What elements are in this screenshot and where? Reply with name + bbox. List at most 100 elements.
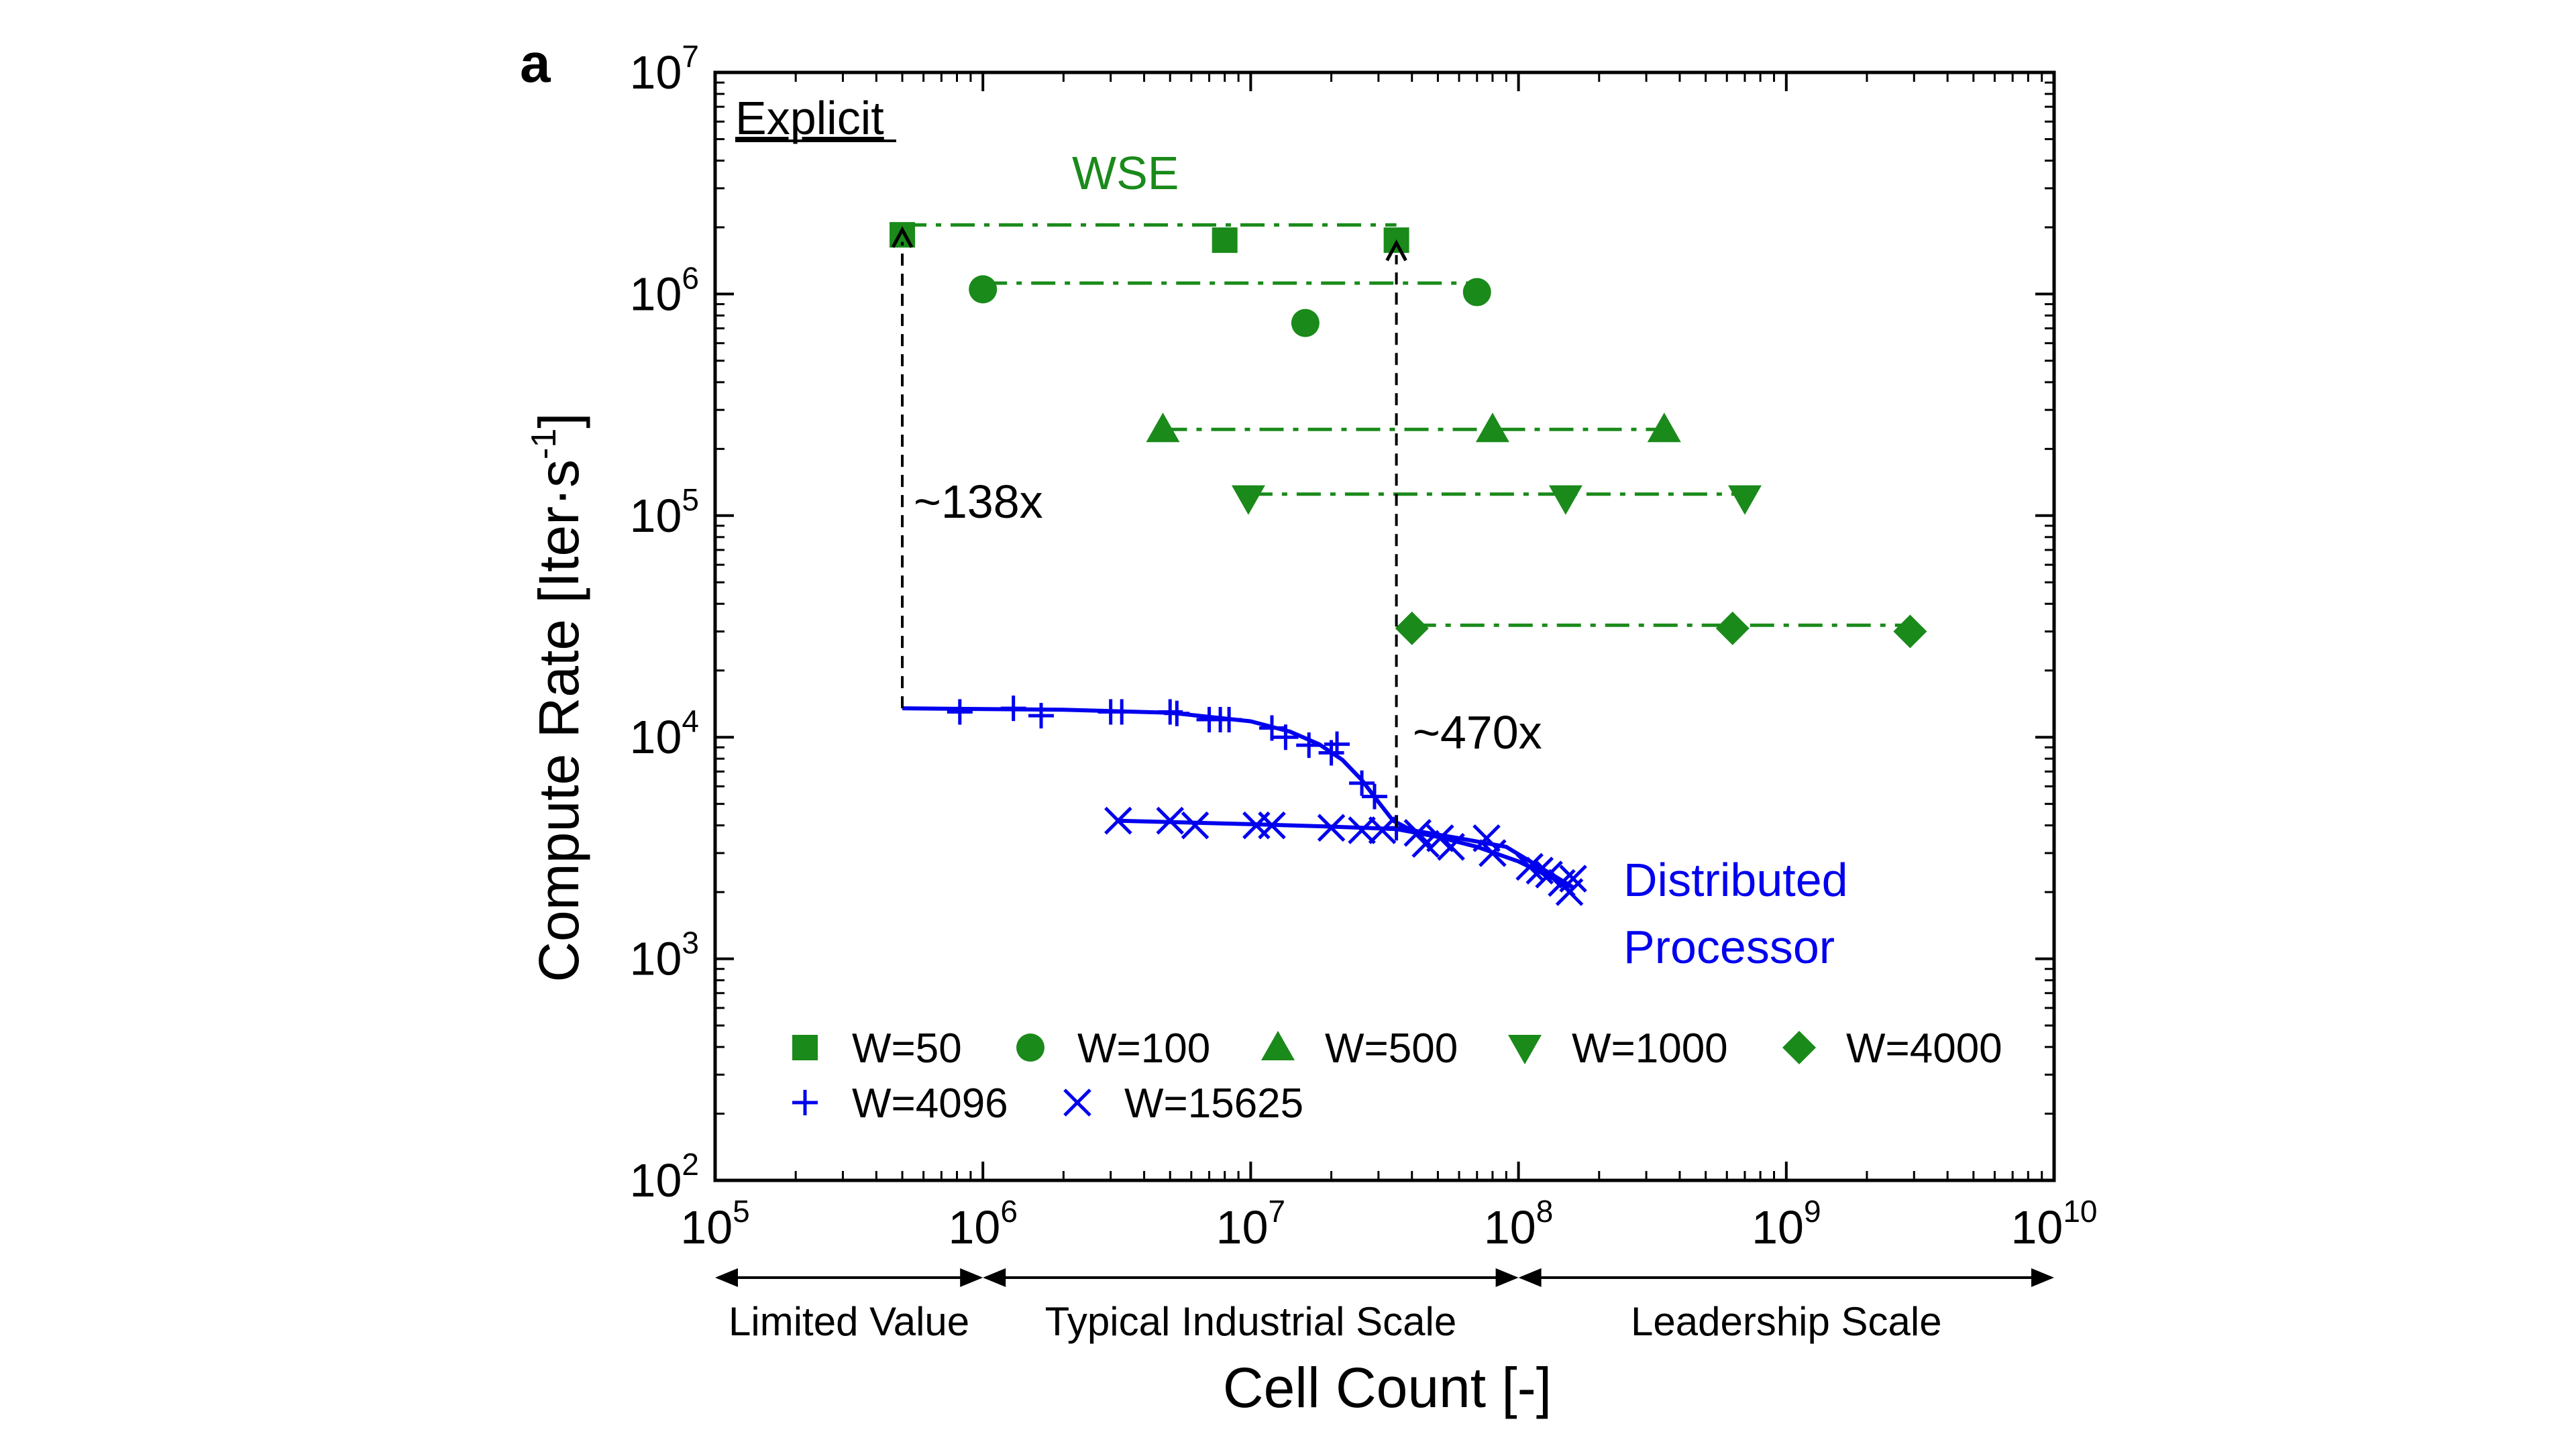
x-tick-label: 105 bbox=[680, 1194, 749, 1253]
legend-swatch bbox=[792, 1035, 818, 1060]
series-w-4096 bbox=[902, 695, 1574, 889]
data-point bbox=[1216, 707, 1242, 733]
scale-range-arrow-left bbox=[1518, 1268, 1542, 1287]
y-tick-exponent: 2 bbox=[682, 1147, 699, 1182]
legend-item-w-500: W=500 bbox=[1261, 1025, 1458, 1072]
x-tick-exponent: 8 bbox=[1536, 1194, 1554, 1229]
annotation-speedup-right: ~470x bbox=[1413, 706, 1542, 759]
legend-label: W=500 bbox=[1325, 1025, 1458, 1072]
y-tick-base: 10 bbox=[630, 1154, 682, 1207]
speedup-arrowhead bbox=[1385, 239, 1407, 262]
legend-label: W=4096 bbox=[852, 1080, 1008, 1127]
y-tick-label: 104 bbox=[630, 704, 699, 763]
series-w-15625 bbox=[1104, 806, 1587, 906]
scale-range-layer: Limited Value Typical Industrial Scale Lea… bbox=[715, 1268, 2054, 1344]
data-point bbox=[1296, 732, 1322, 759]
y-axis-label-end: ] bbox=[527, 412, 590, 428]
legend-item-w-4000: W=4000 bbox=[1782, 1025, 2002, 1072]
x-tick-base: 10 bbox=[1484, 1201, 1536, 1253]
y-tick-exponent: 6 bbox=[682, 260, 699, 295]
data-point bbox=[1395, 611, 1429, 645]
series-w-100 bbox=[969, 275, 1491, 337]
y-tick-label: 107 bbox=[630, 39, 699, 99]
data-point bbox=[1146, 412, 1180, 443]
y-axis-label-main: Compute Rate [Iter·s bbox=[527, 459, 590, 983]
scale-range-arrow-left bbox=[983, 1268, 1006, 1287]
legend-item-w-15625: W=15625 bbox=[1063, 1080, 1303, 1127]
data-point bbox=[1104, 806, 1132, 835]
x-axis-label: Cell Count [-] bbox=[1223, 1356, 1552, 1419]
y-tick-exponent: 5 bbox=[682, 482, 699, 517]
data-point bbox=[1259, 715, 1285, 741]
data-point bbox=[1212, 227, 1238, 254]
data-point bbox=[1559, 864, 1587, 893]
x-tick-label: 1010 bbox=[2010, 1194, 2097, 1253]
data-point bbox=[1437, 832, 1465, 861]
x-tick-exponent: 7 bbox=[1269, 1194, 1286, 1229]
y-tick-exponent: 4 bbox=[682, 704, 699, 738]
data-point bbox=[1109, 699, 1135, 725]
legend-swatch bbox=[792, 1090, 818, 1115]
data-point bbox=[1258, 811, 1286, 840]
scale-range-label: Leadership Scale bbox=[1631, 1299, 1942, 1344]
y-axis-label: Compute Rate [Iter·s-1] bbox=[525, 412, 590, 982]
data-point bbox=[1361, 783, 1387, 809]
y-tick-exponent: 7 bbox=[682, 39, 699, 74]
panel-label: a bbox=[520, 33, 551, 94]
data-point bbox=[1893, 614, 1927, 649]
y-tick-base: 10 bbox=[630, 490, 682, 542]
x-tick-base: 10 bbox=[1752, 1201, 1804, 1253]
legend: W=50 W=100 W=500 W=1000 W=4000 W=4096 W=15625 bbox=[792, 1025, 2002, 1127]
data-point bbox=[1273, 724, 1299, 750]
data-point bbox=[1156, 806, 1184, 835]
series-w-500 bbox=[1146, 412, 1681, 443]
scale-range-label: Limited Value bbox=[729, 1299, 969, 1344]
annotation-explicit: Explicit bbox=[735, 92, 884, 144]
y-axis-label-sup: -1 bbox=[525, 429, 564, 459]
x-tick-exponent: 10 bbox=[2063, 1194, 2097, 1229]
data-point bbox=[1479, 839, 1507, 867]
y-tick-label: 103 bbox=[630, 926, 699, 985]
y-tick-base: 10 bbox=[630, 268, 682, 320]
data-point bbox=[1462, 278, 1491, 306]
x-tick-label: 106 bbox=[948, 1194, 1017, 1253]
scale-range-arrow-right bbox=[960, 1268, 983, 1287]
data-point bbox=[1515, 852, 1544, 881]
data-point bbox=[1525, 856, 1554, 885]
legend-item-w-50: W=50 bbox=[792, 1025, 962, 1072]
legend-label: W=15625 bbox=[1124, 1080, 1303, 1127]
y-tick-label: 106 bbox=[630, 260, 699, 320]
y-tick-exponent: 3 bbox=[682, 926, 699, 960]
y-tick-base: 10 bbox=[630, 933, 682, 985]
x-tick-label: 108 bbox=[1484, 1194, 1553, 1253]
data-point bbox=[1324, 731, 1350, 757]
data-point bbox=[1715, 611, 1750, 645]
legend-swatch bbox=[1508, 1035, 1542, 1064]
y-tick-base: 10 bbox=[630, 711, 682, 763]
annotation-layer bbox=[891, 226, 1407, 828]
legend-label: W=1000 bbox=[1572, 1025, 1728, 1072]
x-tick-exponent: 9 bbox=[1804, 1194, 1821, 1229]
data-point bbox=[1647, 412, 1681, 443]
data-point bbox=[1291, 309, 1320, 337]
x-tick-label: 109 bbox=[1752, 1194, 1821, 1253]
plot-frame bbox=[713, 70, 2056, 1182]
data-point bbox=[969, 275, 998, 304]
legend-item-w-4096: W=4096 bbox=[792, 1080, 1008, 1127]
x-tick-base: 10 bbox=[680, 1201, 733, 1253]
scale-range-label: Typical Industrial Scale bbox=[1045, 1299, 1457, 1344]
scale-range-arrow-right bbox=[1495, 1268, 1519, 1287]
speedup-arrowhead bbox=[891, 226, 914, 248]
data-point bbox=[1535, 860, 1563, 889]
data-point bbox=[1000, 695, 1026, 722]
legend-item-w-100: W=100 bbox=[1016, 1025, 1210, 1072]
x-tick-label: 107 bbox=[1216, 1194, 1285, 1253]
legend-swatch bbox=[1261, 1031, 1295, 1060]
data-point bbox=[1317, 814, 1346, 842]
legend-swatch bbox=[1016, 1034, 1044, 1062]
data-point bbox=[1411, 830, 1440, 858]
data-point bbox=[1164, 700, 1190, 726]
data-point bbox=[1548, 485, 1582, 515]
